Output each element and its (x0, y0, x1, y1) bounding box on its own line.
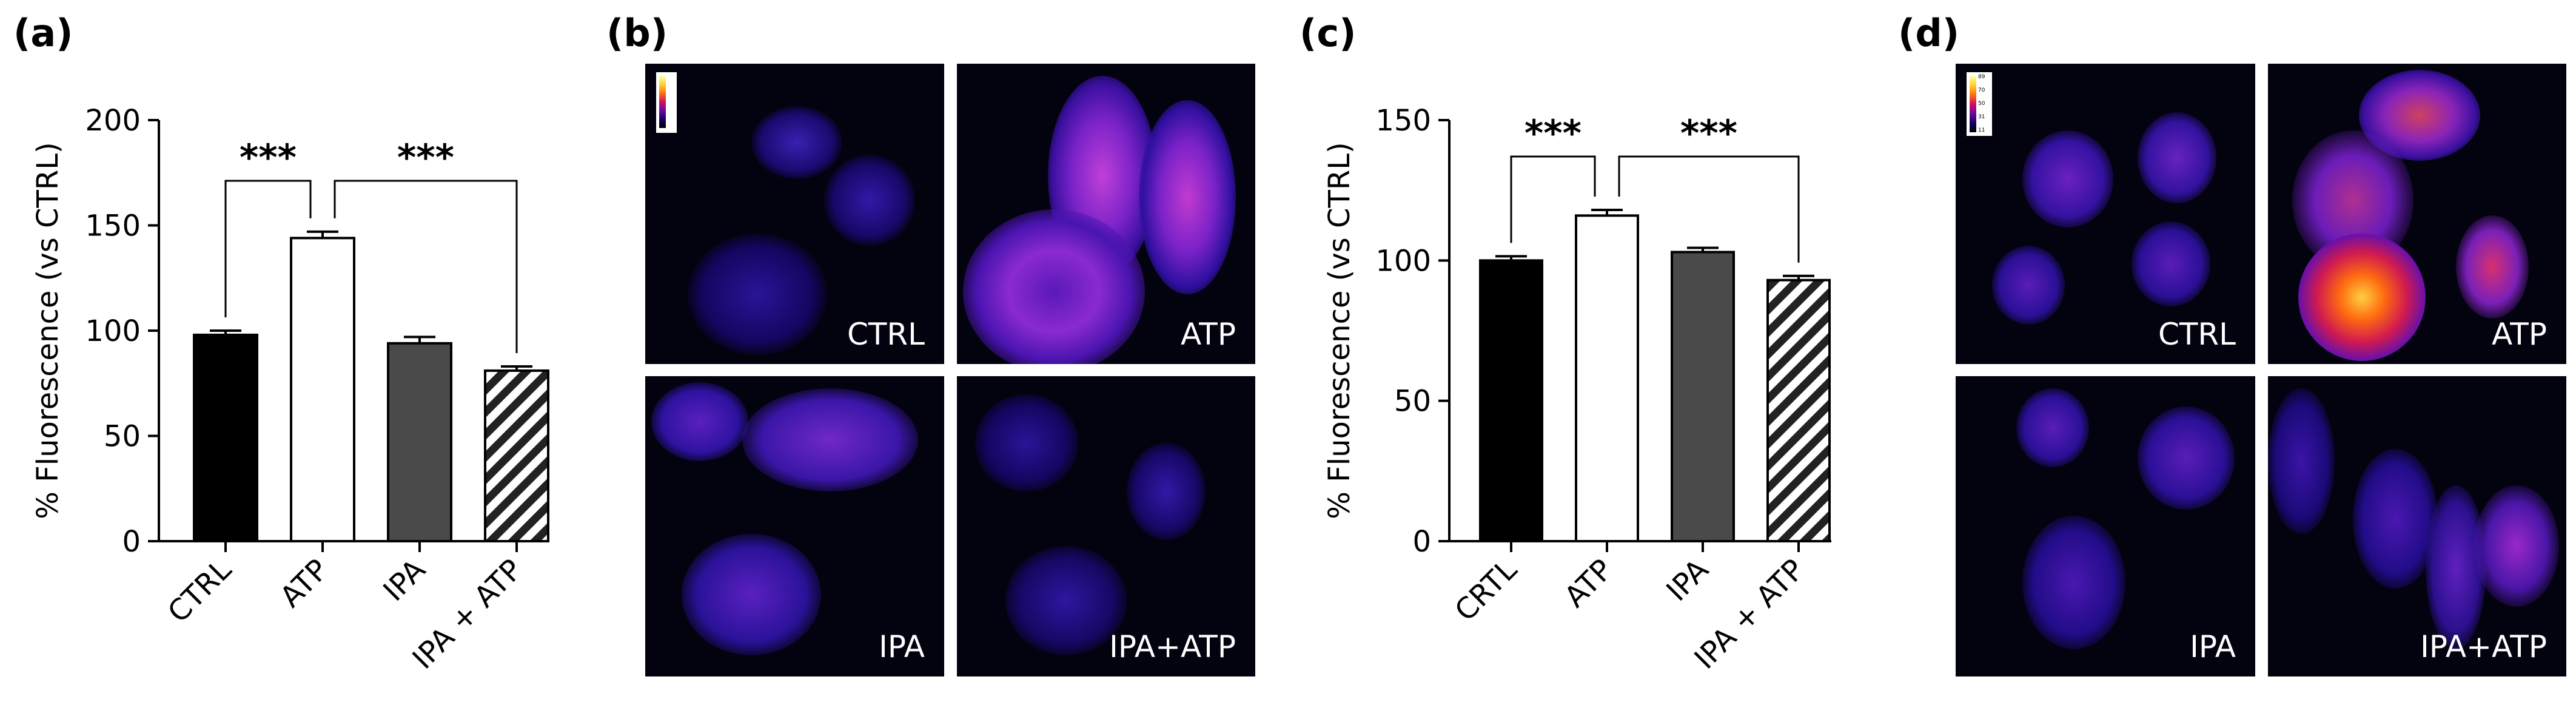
x-tick-label: IPA (1660, 553, 1715, 608)
scale-tick: 89 (1978, 74, 1985, 80)
y-tick-label: 200 (85, 104, 141, 138)
bar (193, 333, 258, 542)
micrograph-label: CTRL (847, 317, 925, 352)
micrograph-label: IPA (2190, 629, 2236, 664)
x-tick-label: CTRL (161, 553, 238, 630)
intensity-scale-b (656, 72, 677, 133)
significance-bracket (1510, 155, 1596, 243)
significance-bracket (1618, 155, 1800, 263)
micrograph-label: CTRL (2158, 317, 2236, 352)
y-tick-label: 100 (85, 314, 141, 348)
bar (1766, 278, 1831, 542)
scale-tick: 50 (1978, 101, 1985, 107)
x-tick-label: ATP (273, 553, 335, 614)
significance-bracket (334, 180, 518, 353)
bar (1479, 259, 1543, 542)
micrograph-d-ctrl: 89 70 50 31 11 CTRL (1956, 64, 2255, 364)
significance-label: *** (1680, 112, 1737, 155)
micrograph-b-ipa: IPA (645, 376, 944, 676)
micrograph-label: ATP (2491, 317, 2547, 352)
bar (1575, 214, 1639, 543)
y-tick-label: 50 (104, 420, 141, 454)
y-tick-label: 50 (1394, 385, 1431, 419)
bar (1671, 251, 1735, 542)
micrograph-label: IPA+ATP (2420, 629, 2547, 664)
significance-label: *** (397, 137, 454, 179)
y-tick-label: 150 (1375, 104, 1431, 138)
micrograph-label: IPA+ATP (1109, 629, 1236, 664)
scale-tick: 70 (1978, 87, 1985, 93)
micrograph-b-ipa-atp: IPA+ATP (957, 376, 1255, 676)
bar (484, 369, 549, 542)
significance-label: *** (240, 137, 297, 179)
y-axis-label: % Fluorescence (vs CTRL) (1323, 142, 1357, 519)
y-tick-label: 150 (85, 209, 141, 243)
micrograph-d-ipa: IPA (1956, 376, 2255, 676)
significance-bracket (224, 180, 312, 317)
x-tick-label: CRTL (1448, 553, 1523, 628)
micrograph-label: IPA (879, 629, 925, 664)
panel-label-d: (d) (1898, 11, 1960, 55)
x-tick-label: IPA (377, 553, 432, 608)
y-tick-label: 100 (1375, 244, 1431, 278)
bar (387, 342, 452, 542)
significance-label: *** (1524, 112, 1581, 155)
bar (290, 237, 355, 542)
panel-label-c: (c) (1300, 11, 1357, 55)
micrograph-d-ipa-atp: IPA+ATP (2268, 376, 2566, 676)
intensity-scale-d: 89 70 50 31 11 (1967, 72, 1992, 136)
scale-tick: 31 (1978, 114, 1985, 120)
y-tick-label: 0 (122, 525, 141, 559)
x-tick-label: ATP (1558, 553, 1619, 614)
micrograph-label: ATP (1180, 317, 1236, 352)
y-tick-label: 0 (1412, 525, 1431, 559)
panel-label-b: (b) (606, 11, 668, 55)
micrograph-b-ctrl: CTRL (645, 64, 944, 364)
micrograph-d-atp: ATP (2268, 64, 2566, 364)
bar-chart-c: 0 50 100 150 % Fluorescence (vs CTRL) CRTL ATP… (1323, 104, 1831, 676)
micrograph-b-atp: ATP (957, 64, 1255, 364)
y-axis-label: % Fluorescence (vs CTRL) (31, 142, 65, 519)
panel-label-a: (a) (13, 11, 73, 55)
scale-tick: 11 (1978, 127, 1985, 133)
bar-chart-a: 0 50 100 150 200 % Fluorescence (vs CTRL) CTRL… (31, 104, 549, 676)
